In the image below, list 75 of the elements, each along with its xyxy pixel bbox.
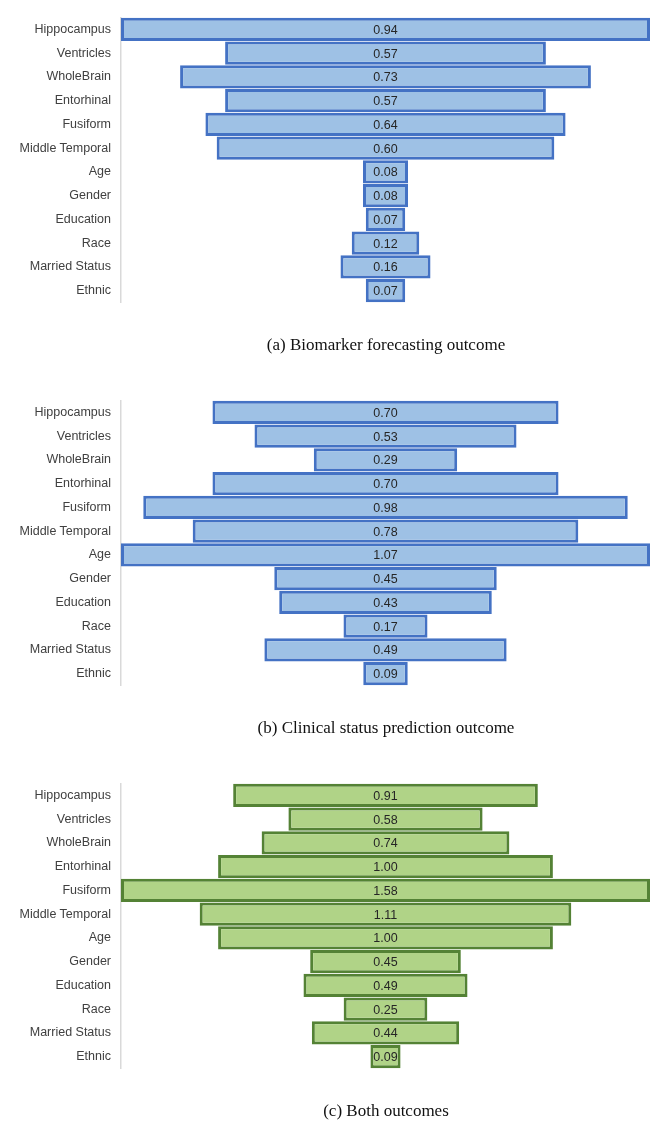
category-label: Middle Temporal: [19, 140, 111, 155]
category-label: Married Status: [29, 642, 111, 657]
data-label: 0.64: [373, 117, 398, 132]
category-label: Entorhinal: [54, 93, 111, 108]
data-label: 0.70: [373, 405, 398, 420]
category-label: Married Status: [29, 1025, 111, 1040]
data-label: 0.73: [373, 70, 398, 85]
data-label: 1.00: [373, 931, 398, 946]
category-label: Race: [81, 618, 112, 633]
data-label: 1.11: [373, 907, 398, 922]
data-label: 0.60: [373, 141, 398, 156]
category-label: WholeBrain: [46, 835, 112, 850]
data-label: 0.49: [373, 978, 398, 993]
data-label: 0.09: [373, 667, 398, 682]
category-label: Middle Temporal: [19, 906, 111, 921]
data-label: 0.29: [373, 453, 398, 468]
data-label: 0.08: [373, 165, 398, 180]
category-label: Married Status: [29, 259, 111, 274]
category-label: Hippocampus: [34, 404, 111, 419]
category-label: Ventricles: [56, 45, 111, 60]
data-label: 0.57: [373, 46, 398, 61]
category-label: Gender: [69, 954, 111, 969]
category-label: Entorhinal: [54, 476, 111, 491]
category-label: Age: [88, 547, 112, 562]
data-label: 0.49: [373, 643, 398, 658]
data-label: 0.17: [373, 619, 398, 634]
category-label: Age: [88, 930, 112, 945]
category-label: WholeBrain: [46, 69, 112, 84]
category-label: Hippocampus: [34, 787, 111, 802]
data-label: 0.44: [373, 1026, 398, 1041]
category-label: Hippocampus: [34, 21, 111, 36]
category-label: Ventricles: [56, 428, 111, 443]
category-label: Race: [81, 235, 112, 250]
data-label: 0.98: [373, 500, 398, 515]
category-label: Education: [55, 211, 112, 226]
category-label: Ethnic: [76, 1049, 111, 1064]
data-label: 0.78: [373, 524, 398, 539]
data-label: 0.45: [373, 572, 398, 587]
data-label: 1.58: [373, 883, 398, 898]
category-label: Fusiform: [62, 882, 111, 897]
category-label: Education: [55, 977, 112, 992]
category-label: Entorhinal: [54, 859, 111, 874]
text: (b) Clinical status prediction outcome: [256, 717, 516, 739]
category-label: Middle Temporal: [19, 523, 111, 538]
data-label: 0.16: [373, 260, 398, 275]
data-label: 0.25: [373, 1002, 398, 1017]
category-label: Ethnic: [76, 666, 111, 681]
text: (c) Both outcomes: [322, 1100, 450, 1122]
data-label: 0.74: [373, 836, 398, 851]
data-label: 1.07: [373, 548, 398, 563]
data-label: 0.07: [373, 212, 398, 227]
category-label: Ethnic: [76, 283, 111, 298]
category-label: Age: [88, 164, 112, 179]
data-label: 0.07: [373, 284, 398, 299]
category-label: Gender: [69, 571, 111, 586]
category-label: Gender: [69, 188, 111, 203]
category-label: Race: [81, 1001, 112, 1016]
data-label: 0.43: [373, 595, 398, 610]
category-label: Education: [55, 594, 112, 609]
data-label: 0.08: [373, 189, 398, 204]
text: (a) Biomarker forecasting outcome: [265, 334, 507, 356]
data-label: 0.70: [373, 477, 398, 492]
category-label: Fusiform: [62, 499, 111, 514]
category-label: Fusiform: [62, 116, 111, 131]
data-label: 0.91: [373, 788, 398, 803]
category-label: Ventricles: [56, 811, 111, 826]
data-label: 0.57: [373, 94, 398, 109]
data-label: 0.09: [373, 1050, 398, 1065]
data-label: 1.00: [373, 860, 398, 875]
category-label: WholeBrain: [46, 452, 112, 467]
data-label: 0.58: [373, 812, 398, 827]
data-label: 0.12: [373, 236, 398, 251]
data-label: 0.45: [373, 955, 398, 970]
data-label: 0.94: [373, 22, 398, 37]
data-label: 0.53: [373, 429, 398, 444]
